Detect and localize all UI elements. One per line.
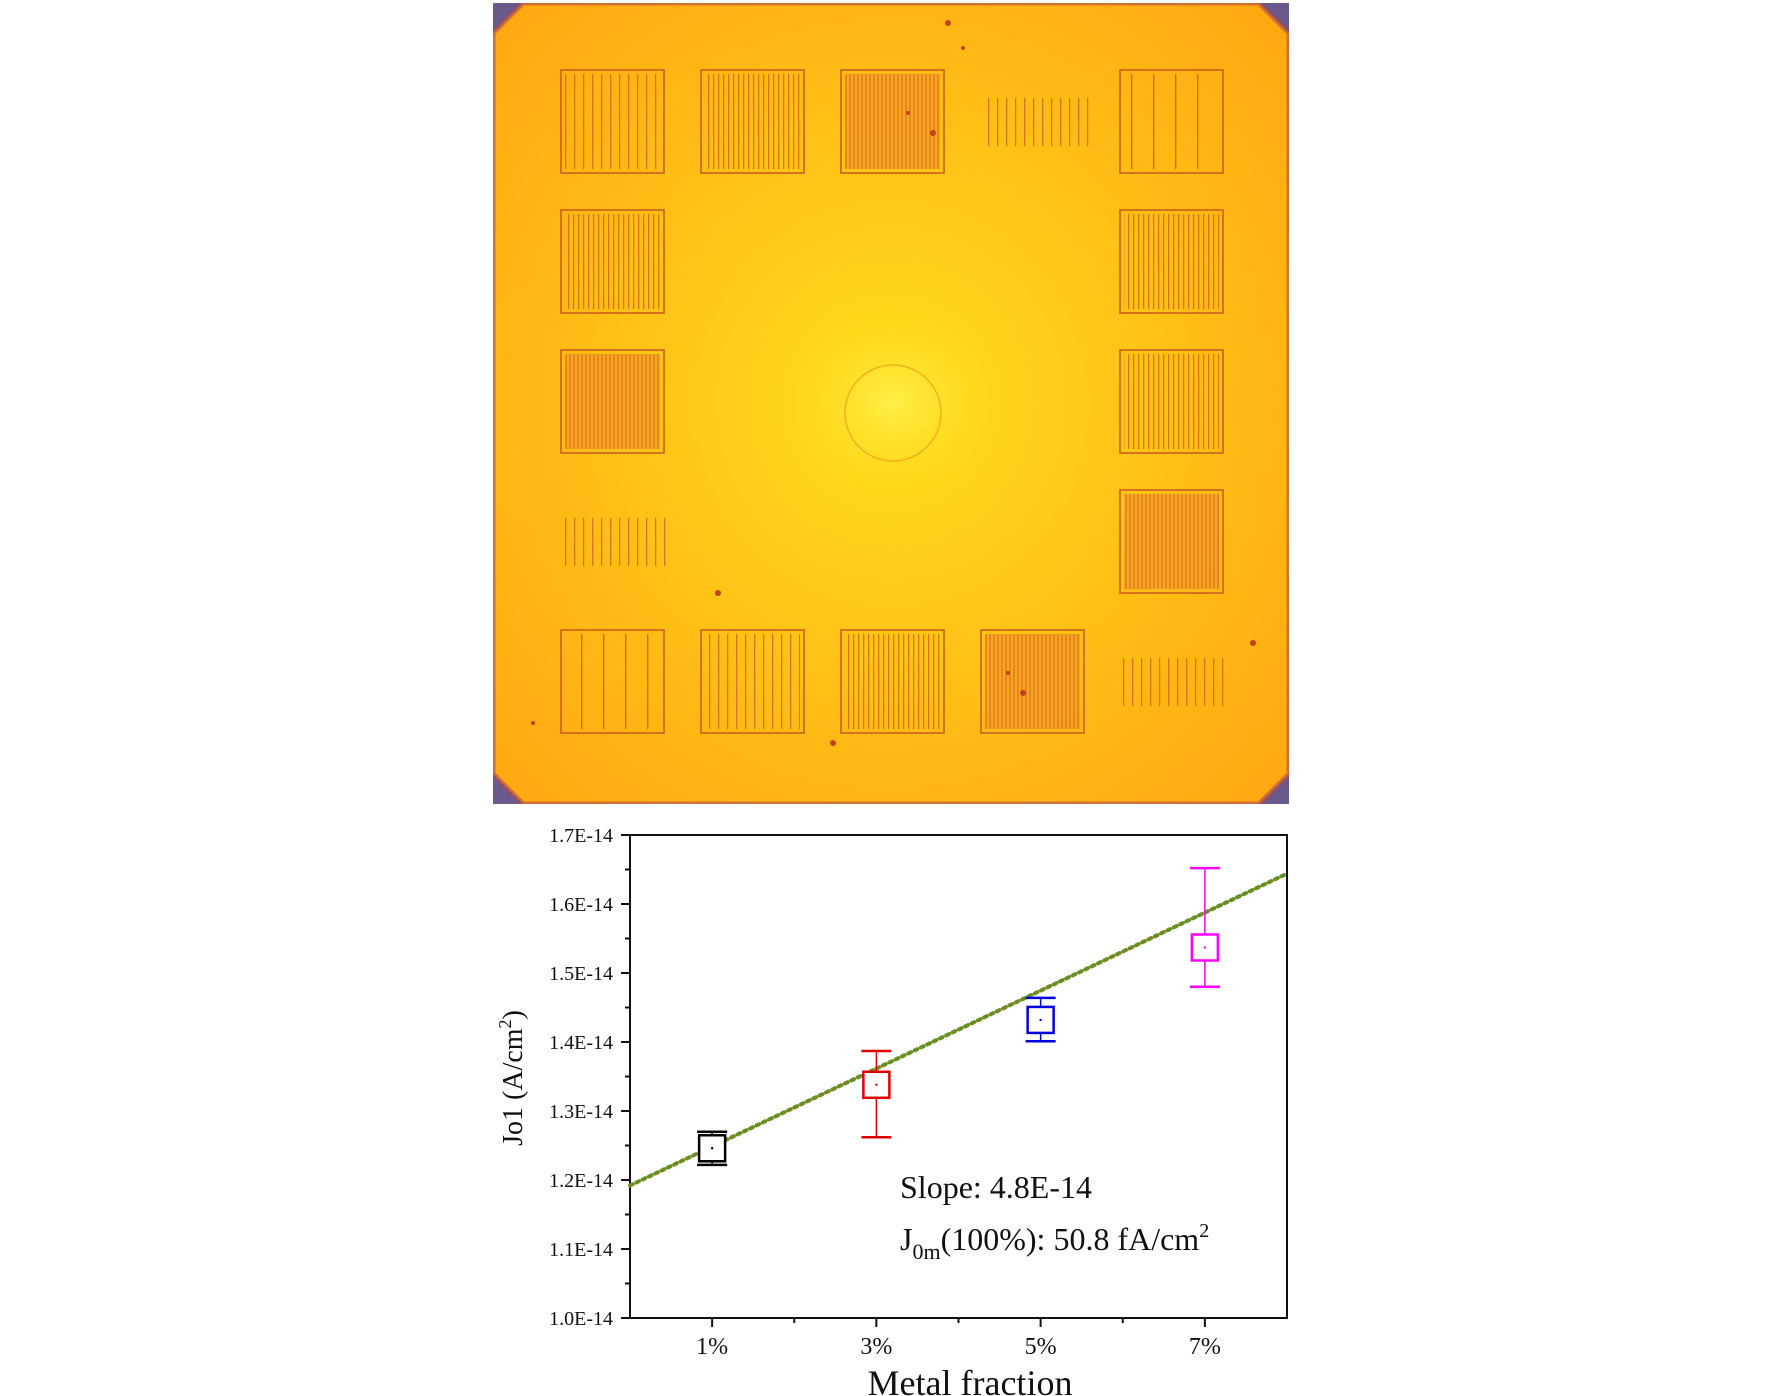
j0m-annotation: J0m(100%): 50.8 fA/cm2 — [900, 1220, 1209, 1264]
y-tick-labels: 1.0E-14 1.1E-14 1.2E-14 1.3E-14 1.4E-14 1.5E-… — [549, 825, 613, 1330]
y-tick-label: 1.4E-14 — [549, 1032, 613, 1054]
x-tick-label: 3% — [860, 1334, 892, 1360]
y-tick-label: 1.3E-14 — [549, 1101, 613, 1123]
mean-dot — [1039, 1018, 1042, 1022]
data-point — [1189, 866, 1220, 989]
x-tick-label: 1% — [696, 1334, 728, 1360]
x-tick-label: 5% — [1025, 1334, 1057, 1360]
mean-dot — [1203, 946, 1207, 949]
linear-fit-line — [628, 871, 1289, 1188]
y-axis-title: Jo1 (A/cm2) — [495, 1010, 529, 1146]
x-tick-labels: 1% 3% 5% 7% — [696, 1334, 1221, 1360]
y-tick-label: 1.2E-14 — [549, 1170, 613, 1192]
wafer-luminescence-image — [493, 3, 1289, 804]
data-point — [697, 1130, 728, 1167]
y-tick-label: 1.5E-14 — [549, 963, 613, 985]
x-axis-title: Metal fraction — [868, 1363, 1073, 1396]
data-point — [1025, 996, 1056, 1043]
data-points — [697, 866, 1220, 1167]
y-tick-label: 1.7E-14 — [549, 825, 613, 847]
mean-dot — [710, 1147, 714, 1150]
y-tick-label: 1.0E-14 — [549, 1308, 613, 1330]
slope-annotation: Slope: 4.8E-14 — [900, 1169, 1092, 1205]
y-tick-marks — [621, 834, 630, 1319]
y-tick-label: 1.6E-14 — [549, 894, 613, 916]
x-tick-label: 7% — [1189, 1334, 1221, 1360]
y-tick-label: 1.1E-14 — [549, 1239, 613, 1261]
x-tick-marks — [711, 1318, 1206, 1327]
mean-dot — [875, 1083, 878, 1086]
data-point — [861, 1049, 892, 1139]
